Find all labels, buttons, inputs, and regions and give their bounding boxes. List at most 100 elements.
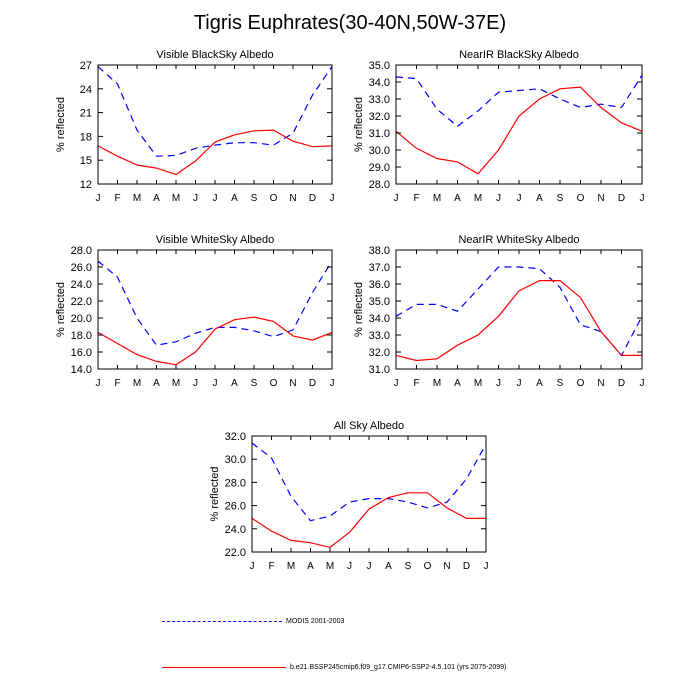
- x-tick-label: O: [577, 378, 585, 389]
- x-tick-label: S: [251, 378, 258, 389]
- y-tick-label: 26.0: [225, 501, 246, 513]
- x-tick-label: J: [250, 561, 255, 572]
- panel-title: Visible WhiteSky Albedo: [156, 234, 274, 246]
- x-tick-label: D: [463, 561, 470, 572]
- y-axis-label: % reflected: [209, 466, 221, 521]
- figure-title: Tigris Euphrates(30-40N,50W-37E): [193, 12, 507, 34]
- x-tick-label: J: [496, 193, 501, 204]
- y-tick-label: 18: [80, 131, 92, 143]
- y-axis-label: % reflected: [55, 97, 67, 152]
- legend-dashed-line: [162, 621, 282, 622]
- y-tick-label: 35.0: [369, 60, 390, 72]
- legend-label-model: b.e21.BSSP245cmip6.f09_g17.CMIP6-SSP2-4.…: [290, 664, 507, 671]
- series-line-modis: [251, 442, 487, 522]
- chart-panel-2: NearIR BlackSky Albedo % reflected J F M A M J J…: [353, 49, 645, 204]
- y-tick-label: 24.0: [71, 279, 92, 291]
- plot-frame: [395, 64, 643, 185]
- panel-title: NearIR BlackSky Albedo: [459, 49, 579, 61]
- series-line-modis: [97, 66, 333, 157]
- chart-panel-3: Visible WhiteSky Albedo % reflected J F M A M J…: [55, 234, 335, 389]
- x-tick-label: D: [618, 193, 625, 204]
- plot-frame: [395, 249, 643, 370]
- plot-frame: [97, 64, 333, 185]
- y-tick-label: 22.0: [71, 296, 92, 308]
- series-line-modis: [395, 74, 643, 127]
- y-tick-label: 32.0: [225, 431, 246, 443]
- y-tick-label: 20.0: [71, 313, 92, 325]
- y-tick-label: 35.0: [369, 296, 390, 308]
- x-tick-label: J: [330, 378, 335, 389]
- y-tick-label: 26.0: [71, 262, 92, 274]
- y-tick-label: 14.0: [71, 364, 92, 376]
- x-tick-label: M: [474, 378, 482, 389]
- x-tick-label: F: [114, 193, 120, 204]
- x-tick-label: D: [309, 193, 316, 204]
- x-tick-label: N: [597, 378, 604, 389]
- series-line-model: [97, 316, 333, 366]
- x-tick-label: M: [133, 193, 141, 204]
- x-tick-label: J: [330, 193, 335, 204]
- x-tick-label: J: [517, 378, 522, 389]
- legend-label-modis: MODIS 2001-2003: [286, 618, 345, 625]
- x-tick-label: O: [577, 193, 585, 204]
- x-tick-label: M: [172, 193, 180, 204]
- y-tick-label: 24.0: [225, 524, 246, 536]
- x-tick-label: A: [153, 378, 160, 389]
- y-tick-label: 32.0: [369, 111, 390, 123]
- x-tick-label: O: [270, 378, 278, 389]
- x-tick-label: A: [536, 378, 543, 389]
- x-tick-label: A: [153, 193, 160, 204]
- x-tick-label: D: [618, 378, 625, 389]
- x-tick-label: J: [193, 378, 198, 389]
- x-tick-label: N: [289, 193, 296, 204]
- y-tick-label: 28.0: [225, 477, 246, 489]
- x-tick-label: O: [424, 561, 432, 572]
- series-line-modis: [97, 260, 333, 346]
- y-tick-label: 38.0: [369, 245, 390, 257]
- x-tick-label: M: [433, 378, 441, 389]
- y-axis-label: % reflected: [55, 282, 67, 337]
- y-tick-label: 18.0: [71, 330, 92, 342]
- x-tick-label: M: [172, 378, 180, 389]
- x-tick-label: J: [193, 193, 198, 204]
- series-line-model: [97, 129, 333, 176]
- x-tick-label: M: [474, 193, 482, 204]
- x-tick-label: A: [231, 378, 238, 389]
- x-tick-label: M: [433, 193, 441, 204]
- x-tick-label: J: [394, 378, 399, 389]
- y-axis-label: % reflected: [353, 282, 365, 337]
- x-tick-label: J: [367, 561, 372, 572]
- x-tick-label: A: [307, 561, 314, 572]
- x-tick-label: J: [347, 561, 352, 572]
- y-tick-label: 21: [80, 108, 92, 120]
- panel-title: NearIR WhiteSky Albedo: [458, 234, 579, 246]
- x-tick-label: M: [287, 561, 295, 572]
- panel-title: Visible BlackSky Albedo: [156, 49, 273, 61]
- x-tick-label: F: [413, 378, 419, 389]
- y-tick-label: 33.0: [369, 94, 390, 106]
- plot-frame: [251, 435, 487, 553]
- y-tick-label: 12: [80, 179, 92, 191]
- x-tick-label: A: [454, 193, 461, 204]
- chart-panel-4: NearIR WhiteSky Albedo % reflected J F M A M J J…: [353, 234, 645, 389]
- y-tick-label: 28.0: [369, 179, 390, 191]
- legend-item-modis: MODIS 2001-2003: [162, 618, 344, 625]
- y-tick-label: 29.0: [369, 162, 390, 174]
- x-tick-label: N: [289, 378, 296, 389]
- y-tick-label: 15: [80, 155, 92, 167]
- x-tick-label: J: [640, 193, 645, 204]
- x-tick-label: J: [96, 193, 101, 204]
- x-tick-label: M: [326, 561, 334, 572]
- x-tick-label: J: [484, 561, 489, 572]
- y-tick-label: 24: [80, 84, 92, 96]
- chart-panel-5: All Sky Albedo % reflected J F M A M J J A S O N D J 22…: [209, 420, 489, 572]
- x-tick-label: A: [385, 561, 392, 572]
- x-tick-label: J: [640, 378, 645, 389]
- y-tick-label: 36.0: [369, 279, 390, 291]
- x-tick-label: A: [536, 193, 543, 204]
- series-line-model: [251, 492, 486, 549]
- y-tick-label: 37.0: [369, 262, 390, 274]
- y-tick-label: 30.0: [369, 145, 390, 157]
- x-tick-label: J: [517, 193, 522, 204]
